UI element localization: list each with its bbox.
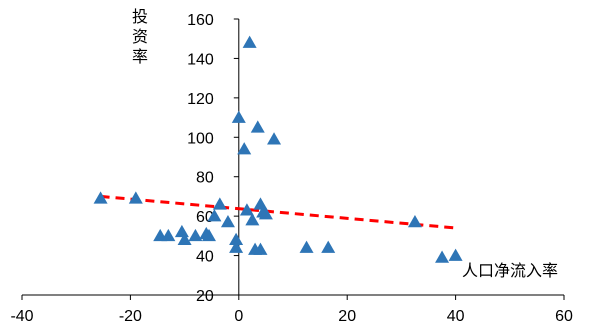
- y-tick-label: 60: [196, 209, 214, 226]
- axis-labels: 投资率 人口净流入率: [132, 7, 558, 280]
- x-tick-label: 20: [338, 308, 356, 325]
- data-point-triangle: [321, 240, 336, 253]
- data-point-triangle: [242, 35, 257, 48]
- data-point-triangle: [231, 110, 246, 123]
- data-point-triangle: [448, 248, 463, 261]
- x-tick-label: -40: [10, 308, 33, 325]
- data-point-triangle: [250, 120, 265, 133]
- data-point-triangle: [229, 240, 244, 253]
- data-point-triangle: [299, 240, 314, 253]
- axes: -40 -20 0 20 40 60 20 40 60 80 100 120 140 160: [10, 12, 573, 325]
- y-tick-label: 160: [187, 12, 214, 29]
- data-point-triangle: [207, 209, 222, 222]
- data-point-triangle: [201, 228, 216, 242]
- data-point-triangle: [258, 207, 273, 220]
- data-point-triangle: [212, 197, 227, 210]
- trendline: [100, 194, 456, 230]
- y-axis-label: 投资率: [132, 7, 148, 66]
- x-tick-label: -20: [119, 308, 142, 325]
- x-axis-label: 人口净流入率: [462, 261, 558, 280]
- data-point-triangle: [229, 232, 244, 246]
- data-point-triangle: [239, 203, 254, 216]
- data-point-triangle: [407, 215, 422, 228]
- data-point-triangle: [253, 197, 268, 210]
- data-point-triangle: [253, 242, 268, 255]
- data-point-triangle: [435, 250, 450, 263]
- y-tick-label: 100: [187, 130, 214, 147]
- data-point-triangle: [267, 132, 282, 145]
- data-point-triangle: [245, 213, 260, 226]
- y-tick-label: 140: [187, 51, 214, 68]
- x-tick-label: 40: [447, 308, 465, 325]
- trendline-group: [100, 194, 456, 230]
- x-tick-label: 60: [555, 308, 573, 325]
- data-point-triangle: [237, 142, 252, 155]
- x-tick-label: 0: [234, 308, 243, 325]
- data-point-triangle: [174, 224, 189, 238]
- data-point-triangle: [220, 215, 235, 228]
- data-point-triangle: [177, 232, 192, 246]
- y-tick-label: 80: [196, 170, 214, 187]
- y-tick-label: 120: [187, 91, 214, 108]
- y-tick-label: 40: [196, 249, 214, 266]
- y-tick-label: 20: [196, 288, 214, 305]
- data-point-triangle: [161, 228, 176, 242]
- data-point-triangle: [188, 228, 203, 242]
- data-points: [93, 35, 463, 263]
- data-point-triangle: [93, 191, 108, 204]
- data-point-triangle: [128, 191, 143, 204]
